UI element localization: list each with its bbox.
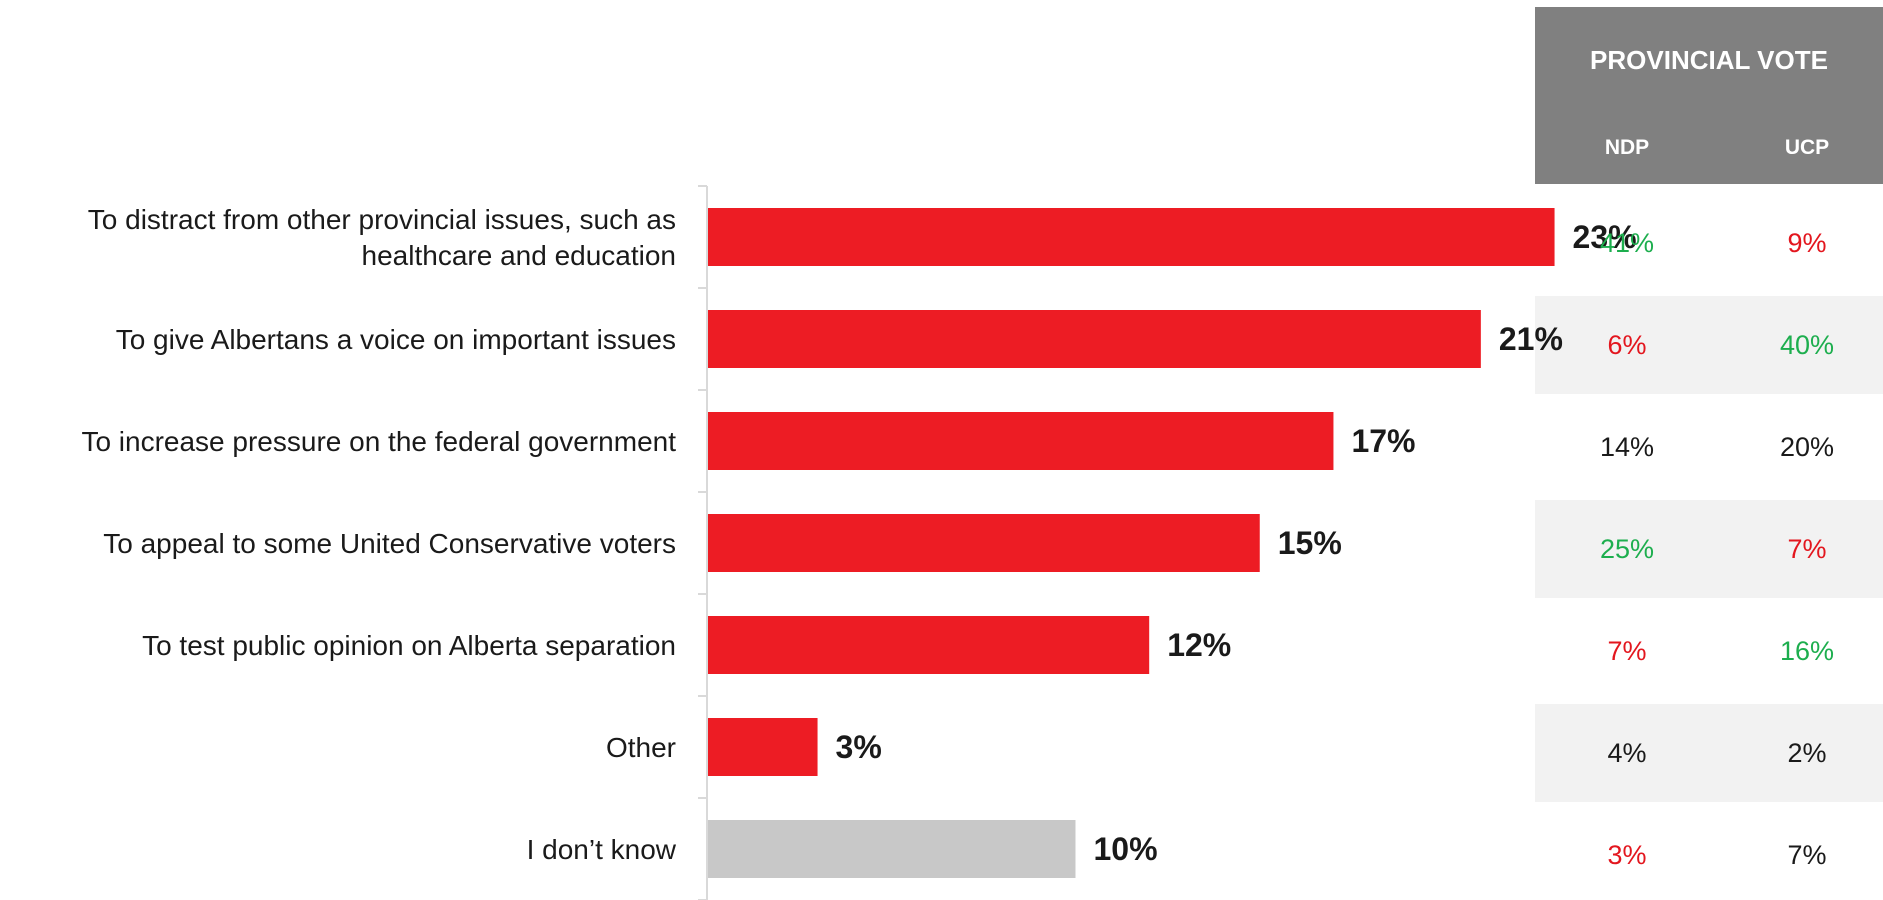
value-label: 21% bbox=[1499, 321, 1563, 357]
table-column-ucp: UCP bbox=[1785, 136, 1829, 159]
value-label: 17% bbox=[1351, 423, 1415, 459]
table-cell: 6% bbox=[1607, 330, 1646, 360]
bar bbox=[707, 412, 1334, 470]
value-label: 10% bbox=[1094, 831, 1158, 867]
table-cell: 14% bbox=[1600, 432, 1654, 462]
bar bbox=[707, 208, 1555, 266]
bar bbox=[707, 718, 818, 776]
table-row-shade bbox=[1535, 704, 1883, 802]
provincial-vote-table bbox=[1535, 7, 1883, 802]
bar bbox=[707, 616, 1150, 674]
bar bbox=[707, 820, 1076, 878]
table-row-shade bbox=[1535, 296, 1883, 394]
value-label: 12% bbox=[1167, 627, 1231, 663]
table-cell: 20% bbox=[1780, 432, 1834, 462]
table-cell: 3% bbox=[1607, 840, 1646, 870]
value-labels-layer: 23% 21% 17% 15% 12% 3% 10% bbox=[836, 219, 1637, 867]
table-title: PROVINCIAL VOTE bbox=[1590, 45, 1828, 75]
value-label: 15% bbox=[1278, 525, 1342, 561]
bar bbox=[707, 514, 1260, 572]
value-label: 3% bbox=[836, 729, 882, 765]
table-cell: 16% bbox=[1780, 636, 1834, 666]
category-label: I don’t know bbox=[527, 834, 677, 865]
bars-layer bbox=[698, 185, 1555, 900]
table-column-ndp: NDP bbox=[1605, 136, 1649, 159]
category-label: Other bbox=[606, 732, 676, 763]
table-row-shade bbox=[1535, 500, 1883, 598]
category-label: healthcare and education bbox=[362, 240, 676, 271]
category-label: To test public opinion on Alberta separa… bbox=[142, 630, 676, 661]
table-header-background bbox=[1535, 7, 1883, 184]
table-cell: 9% bbox=[1787, 228, 1826, 258]
category-label: To distract from other provincial issues… bbox=[88, 204, 676, 235]
bar bbox=[707, 310, 1481, 368]
table-cells-layer: PROVINCIAL VOTE NDP UCP 41% 9% 6% 40% 14% 20%… bbox=[1590, 45, 1834, 870]
category-labels-layer: To distract from other provincial issues… bbox=[81, 204, 676, 865]
table-cell: 7% bbox=[1787, 840, 1826, 870]
category-label: To increase pressure on the federal gove… bbox=[81, 426, 676, 457]
value-label: 23% bbox=[1573, 219, 1637, 255]
table-cell: 7% bbox=[1607, 636, 1646, 666]
table-cell: 40% bbox=[1780, 330, 1834, 360]
table-cell: 25% bbox=[1600, 534, 1654, 564]
table-cell: 7% bbox=[1787, 534, 1826, 564]
table-cell: 4% bbox=[1607, 738, 1646, 768]
table-cell: 2% bbox=[1787, 738, 1826, 768]
table-cell: 41% bbox=[1600, 228, 1654, 258]
category-label: To give Albertans a voice on important i… bbox=[116, 324, 676, 355]
category-label: To appeal to some United Conservative vo… bbox=[103, 528, 676, 559]
